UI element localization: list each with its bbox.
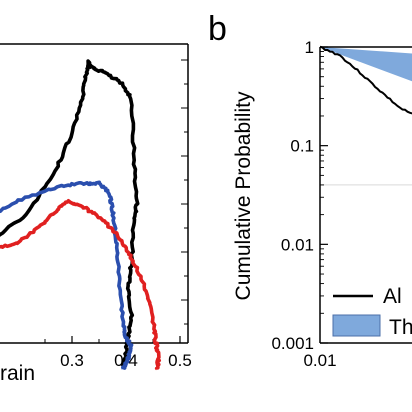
legend-label-th: Th: [389, 316, 412, 339]
panel-b-y-ticks: 1 0.1 0.01 0.001: [271, 38, 328, 353]
panel-b-y-tick-label: 1: [305, 38, 314, 57]
panel-b-y-axis-label: Cumulative Probability: [232, 91, 255, 300]
panel-a-x-ticks: 0.3 0.4 0.5: [44, 336, 192, 370]
panel-a-right-ticks: [181, 59, 188, 325]
panel-letter-b: b: [208, 10, 227, 48]
panel-b-band: [320, 47, 412, 82]
panel-a-series-line-2: [0, 180, 134, 370]
panel-b-y-tick-label: 0.001: [271, 334, 314, 353]
panel-a: 0.3 0.4 0.5 rain: [0, 43, 192, 385]
panel-a-series-line-3: [0, 199, 161, 371]
panel-a-series: [0, 59, 161, 371]
panel-b-series-line: [319, 45, 412, 115]
panel-b-x-tick-label: 0.01: [303, 351, 336, 370]
legend-label-al: Al: [383, 285, 402, 308]
panel-a-x-axis-label: rain: [0, 362, 35, 385]
legend-band-swatch: [332, 314, 381, 337]
panel-a-x-tick-label: 0.3: [60, 351, 84, 370]
panel-a-series-line-1: [0, 59, 140, 368]
panel-b: b Cumulative Probability 10.10.010.001 0…: [208, 10, 412, 370]
panel-b-x-ticks: 0.01: [303, 351, 336, 370]
panel-a-x-tick-label: 0.5: [168, 351, 192, 370]
panel-b-y-tick-label: 0.01: [281, 235, 314, 254]
panel-b-y-tick-label: 0.1: [290, 137, 314, 156]
legend: Al Th: [332, 285, 412, 339]
